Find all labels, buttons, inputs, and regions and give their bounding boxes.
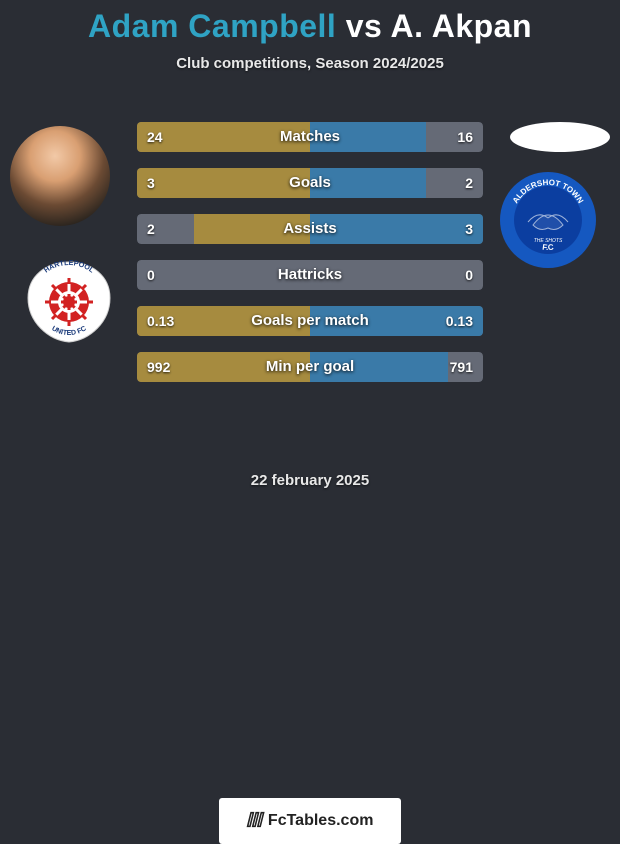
stat-right-value: 3 xyxy=(455,214,483,244)
club1-crest: HARTLEPOOL UNITED FC xyxy=(20,260,118,344)
ship-wheel-icon xyxy=(45,278,93,326)
player1-avatar xyxy=(10,126,110,226)
stat-row: 0 0 Hattricks xyxy=(137,260,483,290)
stat-row: 2 3 Assists xyxy=(137,214,483,244)
club2-crest: ALDERSHOT TOWN F.C THE SHOTS xyxy=(498,170,598,270)
stat-right-value: 791 xyxy=(440,352,483,382)
player2-avatar xyxy=(510,122,610,152)
brand-text: FcTables.com xyxy=(268,812,374,829)
stat-left-value: 0 xyxy=(137,260,165,290)
vs-text: vs xyxy=(336,8,390,44)
stat-right-value: 0 xyxy=(455,260,483,290)
stat-right-value: 0.13 xyxy=(436,306,483,336)
crest-center-text: THE SHOTS xyxy=(534,238,563,244)
stat-row: 0.13 0.13 Goals per match xyxy=(137,306,483,336)
stats-comparison: 24 16 Matches 3 2 Goals 2 3 Assists 0 0 … xyxy=(137,122,483,398)
player2-name: A. Akpan xyxy=(391,8,533,44)
date-text: 22 february 2025 xyxy=(0,472,620,489)
stat-left-value: 3 xyxy=(137,168,165,198)
player1-name: Adam Campbell xyxy=(88,8,336,44)
stat-row: 3 2 Goals xyxy=(137,168,483,198)
stat-row: 24 16 Matches xyxy=(137,122,483,152)
brand-badge-box: ⫿⫿⫿ FcTables.com xyxy=(0,798,620,844)
subtitle: Club competitions, Season 2024/2025 xyxy=(0,55,620,72)
chart-icon: ⫿⫿⫿ xyxy=(247,812,262,829)
stat-left-value: 992 xyxy=(137,352,180,382)
stat-right-value: 16 xyxy=(447,122,483,152)
stat-left-value: 2 xyxy=(137,214,165,244)
stat-right-value: 2 xyxy=(455,168,483,198)
stat-left-value: 24 xyxy=(137,122,173,152)
stat-row: 992 791 Min per goal xyxy=(137,352,483,382)
fctables-badge: ⫿⫿⫿ FcTables.com xyxy=(219,798,402,844)
page-title: Adam Campbell vs A. Akpan xyxy=(0,0,620,45)
stat-left-value: 0.13 xyxy=(137,306,184,336)
